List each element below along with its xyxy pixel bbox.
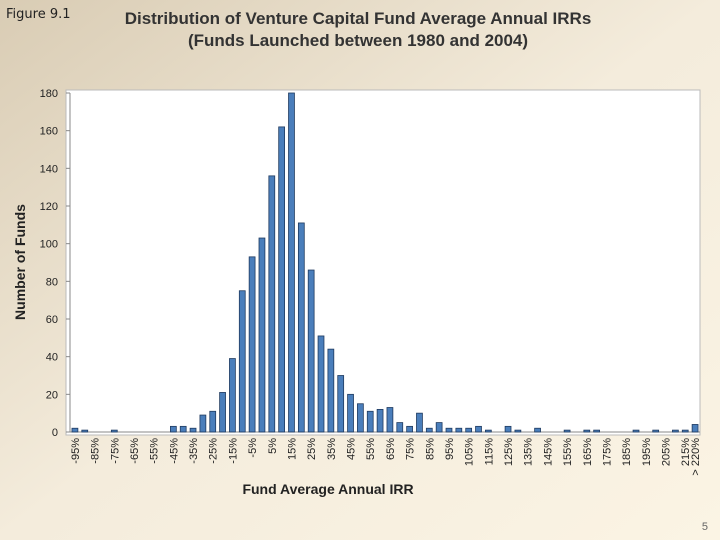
y-tick-label: 160 xyxy=(40,126,58,138)
x-tick-label: -45% xyxy=(168,438,180,464)
x-tick-label: 175% xyxy=(601,438,613,466)
bar xyxy=(366,410,374,433)
y-tick-label: 120 xyxy=(40,201,58,213)
bar xyxy=(386,407,394,433)
x-tick-label: -85% xyxy=(90,438,102,464)
x-tick-label: 95% xyxy=(444,438,456,460)
bar xyxy=(81,429,89,433)
bar xyxy=(406,425,413,433)
x-axis-label: Fund Average Annual IRR xyxy=(242,481,413,497)
bar xyxy=(189,427,197,433)
x-tick-label: -75% xyxy=(109,438,121,464)
bar xyxy=(347,393,354,433)
x-tick-label: -65% xyxy=(129,438,141,464)
bar xyxy=(652,429,660,433)
bar xyxy=(288,92,295,433)
bar xyxy=(71,427,79,433)
page-number: 5 xyxy=(702,521,708,533)
bar xyxy=(307,269,315,433)
bar xyxy=(445,427,453,433)
bar xyxy=(691,424,699,433)
x-tick-label: 205% xyxy=(661,438,673,466)
bar xyxy=(583,429,591,433)
bar xyxy=(396,422,404,433)
y-axis-label: Number of Funds xyxy=(12,204,28,320)
bar xyxy=(435,422,443,433)
bar xyxy=(209,410,217,433)
x-tick-label: > 220% xyxy=(690,438,702,476)
bar xyxy=(534,427,541,433)
x-tick-label: -35% xyxy=(188,438,200,464)
x-tick-label: 65% xyxy=(385,438,397,460)
y-tick-label: 60 xyxy=(46,314,58,326)
bar xyxy=(179,425,187,433)
bar xyxy=(258,237,266,433)
y-tick-label: 100 xyxy=(40,239,58,251)
x-tick-label: 215% xyxy=(680,438,692,466)
x-tick-label: 35% xyxy=(326,438,338,460)
bar xyxy=(268,175,276,433)
bar xyxy=(238,290,246,433)
x-tick-label: 125% xyxy=(503,438,515,466)
bar xyxy=(504,425,512,433)
bar xyxy=(170,425,177,433)
x-tick-label: 115% xyxy=(483,438,495,466)
bar xyxy=(337,375,345,433)
x-tick-label: 185% xyxy=(621,438,633,466)
x-tick-label: -55% xyxy=(149,438,161,464)
bar xyxy=(357,403,364,433)
bar xyxy=(475,425,482,433)
chart-title: Distribution of Venture Capital Fund Ave… xyxy=(125,9,592,28)
x-tick-label: 15% xyxy=(286,438,298,460)
bar xyxy=(219,392,226,433)
bar xyxy=(455,427,463,433)
bar xyxy=(297,222,305,433)
x-tick-label: 155% xyxy=(562,438,574,466)
x-tick-label: -25% xyxy=(208,438,220,464)
x-tick-label: -15% xyxy=(227,438,239,464)
y-tick-label: 0 xyxy=(52,427,58,439)
x-tick-label: 145% xyxy=(542,438,554,466)
bar xyxy=(485,429,492,433)
y-tick-label: 180 xyxy=(40,88,58,100)
x-tick-label: 85% xyxy=(424,438,436,460)
x-tick-label: -5% xyxy=(247,438,259,458)
bar xyxy=(327,348,335,433)
x-tick-label: 45% xyxy=(346,438,358,460)
y-tick-label: 40 xyxy=(46,352,58,364)
x-tick-label: 75% xyxy=(405,438,417,460)
x-tick-label: 25% xyxy=(306,438,318,460)
bar xyxy=(425,427,433,433)
x-tick-label: 105% xyxy=(464,438,476,466)
bar xyxy=(376,408,384,433)
bar xyxy=(248,256,256,433)
bar xyxy=(465,427,473,433)
x-tick-label: -95% xyxy=(70,438,82,464)
plot-area xyxy=(65,89,701,436)
bar xyxy=(229,358,236,433)
bar xyxy=(563,429,571,433)
bar xyxy=(672,429,679,433)
figure-label: Figure 9.1 xyxy=(6,7,71,22)
x-tick-label: 135% xyxy=(523,438,535,466)
bar xyxy=(199,414,207,433)
y-tick-label: 80 xyxy=(46,276,58,288)
bar xyxy=(416,412,423,433)
x-tick-label: 165% xyxy=(582,438,594,466)
x-tick-label: 55% xyxy=(365,438,377,460)
bar xyxy=(681,429,689,433)
bar xyxy=(632,429,640,433)
bar xyxy=(278,126,285,433)
chart-subtitle: (Funds Launched between 1980 and 2004) xyxy=(188,31,528,50)
x-tick-label: 195% xyxy=(641,438,653,466)
bar xyxy=(317,335,325,433)
y-tick-label: 140 xyxy=(40,163,58,175)
bar xyxy=(514,429,522,433)
x-tick-label: 5% xyxy=(267,438,279,454)
bar xyxy=(110,429,118,433)
bar xyxy=(593,429,600,433)
y-tick-label: 20 xyxy=(46,389,58,401)
